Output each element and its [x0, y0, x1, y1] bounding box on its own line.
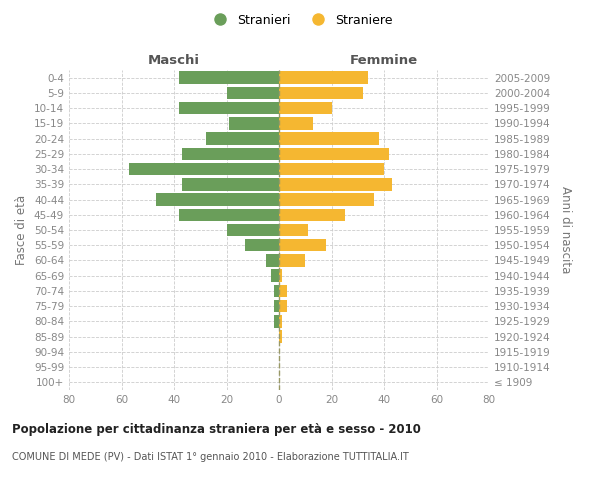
Bar [279, 224, 308, 236]
Bar [205, 132, 279, 145]
Bar [155, 194, 279, 206]
Y-axis label: Anni di nascita: Anni di nascita [559, 186, 572, 274]
Legend: Stranieri, Straniere: Stranieri, Straniere [202, 8, 398, 32]
Bar [271, 270, 279, 282]
Bar [279, 315, 281, 328]
Bar [279, 178, 392, 190]
Bar [279, 270, 281, 282]
Bar [179, 72, 279, 84]
Bar [279, 330, 281, 343]
Bar [130, 163, 279, 175]
Bar [179, 102, 279, 115]
Bar [266, 254, 279, 266]
Bar [274, 300, 279, 312]
Bar [245, 239, 279, 252]
Bar [182, 148, 279, 160]
Bar [279, 254, 305, 266]
Bar [279, 300, 287, 312]
Bar [274, 284, 279, 297]
Text: COMUNE DI MEDE (PV) - Dati ISTAT 1° gennaio 2010 - Elaborazione TUTTITALIA.IT: COMUNE DI MEDE (PV) - Dati ISTAT 1° genn… [12, 452, 409, 462]
Bar [279, 86, 363, 99]
Bar [279, 239, 326, 252]
Bar [279, 72, 368, 84]
Bar [227, 86, 279, 99]
Bar [279, 163, 384, 175]
Bar [274, 315, 279, 328]
Bar [229, 117, 279, 130]
Bar [279, 132, 379, 145]
Text: Maschi: Maschi [148, 54, 200, 68]
Bar [279, 194, 373, 206]
Bar [279, 148, 389, 160]
Text: Femmine: Femmine [350, 54, 418, 68]
Bar [279, 284, 287, 297]
Text: Popolazione per cittadinanza straniera per età e sesso - 2010: Popolazione per cittadinanza straniera p… [12, 422, 421, 436]
Bar [279, 102, 331, 115]
Bar [279, 117, 313, 130]
Bar [179, 208, 279, 221]
Bar [227, 224, 279, 236]
Bar [279, 208, 344, 221]
Y-axis label: Fasce di età: Fasce di età [16, 195, 28, 265]
Bar [182, 178, 279, 190]
